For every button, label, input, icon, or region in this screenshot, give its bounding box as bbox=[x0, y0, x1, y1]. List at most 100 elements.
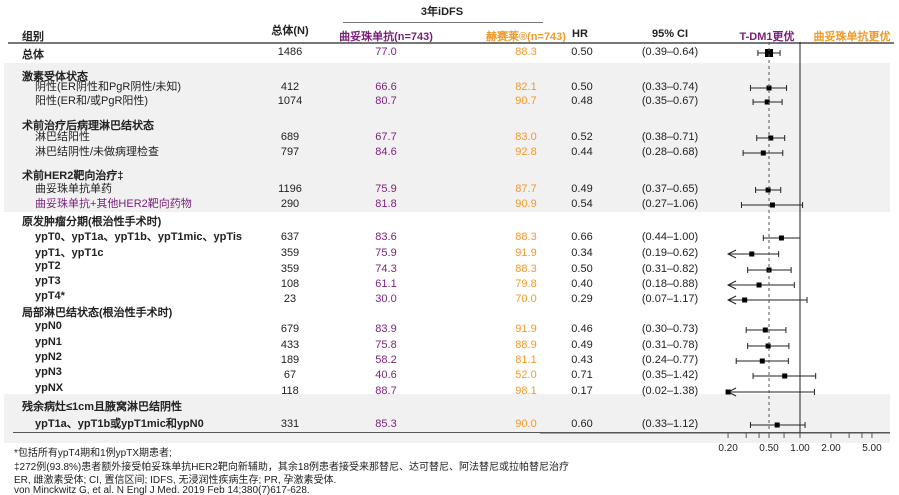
row-hr: 0.17 bbox=[571, 385, 593, 397]
row-label: ypT3 bbox=[35, 275, 61, 287]
row-n: 108 bbox=[280, 278, 300, 290]
row-n: 679 bbox=[280, 323, 300, 335]
hr-point bbox=[762, 327, 768, 333]
row-arm1-idfs: 67.7 bbox=[375, 131, 397, 143]
row-hr: 0.46 bbox=[571, 323, 593, 335]
row-label: 曲妥珠单抗单药 bbox=[35, 183, 112, 195]
x-tick-label: 0.50 bbox=[759, 443, 779, 454]
row-n: 637 bbox=[280, 231, 300, 243]
row-label: 残余病灶≤1cm且腋窝淋巴结阴性 bbox=[22, 401, 183, 413]
header-arm1: 曲妥珠单抗(n=743) bbox=[339, 31, 433, 43]
row-n: 290 bbox=[280, 198, 300, 210]
row-label: 总体 bbox=[22, 49, 44, 61]
row-ci: (0.38–0.71) bbox=[641, 131, 699, 143]
row-arm1-idfs: 80.7 bbox=[375, 95, 397, 107]
row-hr: 0.44 bbox=[571, 146, 593, 158]
row-ci: (0.35–0.67) bbox=[641, 95, 699, 107]
row-label: 淋巴结阳性 bbox=[35, 131, 90, 143]
row-ci: (0.18–0.88) bbox=[641, 278, 699, 290]
row-hr: 0.50 bbox=[571, 263, 593, 275]
row-arm2-idfs: 83.0 bbox=[515, 131, 537, 143]
row-arm1-idfs: 83.6 bbox=[375, 231, 397, 243]
row-label: 曲妥珠单抗+其他HER2靶向药物 bbox=[35, 198, 192, 210]
row-n: 1196 bbox=[278, 183, 302, 195]
row-label: 阴性(ER阴性和PgR阴性/未知) bbox=[35, 81, 182, 93]
row-arm1-idfs: 83.9 bbox=[375, 323, 397, 335]
row-arm1-idfs: 74.3 bbox=[375, 263, 397, 275]
row-ci: (0.19–0.62) bbox=[641, 247, 699, 259]
row-hr: 0.66 bbox=[571, 231, 593, 243]
x-tick-label: 1.00 bbox=[790, 443, 810, 454]
row-hr: 0.49 bbox=[571, 339, 593, 351]
hr-point bbox=[756, 282, 762, 288]
row-arm2-idfs: 81.1 bbox=[515, 354, 537, 366]
row-hr: 0.49 bbox=[571, 183, 593, 195]
footnote: *包括所有ypT4期和1例ypTX期患者; bbox=[14, 448, 172, 459]
row-hr: 0.71 bbox=[571, 369, 593, 381]
row-label: 原发肿瘤分期(根治性手术时) bbox=[22, 216, 162, 228]
x-tick-label: 0.20 bbox=[718, 443, 738, 454]
row-arm1-idfs: 84.6 bbox=[375, 146, 397, 158]
hr-point bbox=[742, 297, 748, 303]
row-hr: 0.29 bbox=[571, 293, 593, 305]
hr-point bbox=[778, 235, 784, 241]
row-n: 689 bbox=[280, 131, 300, 143]
row-arm1-idfs: 85.3 bbox=[375, 418, 397, 430]
row-arm2-idfs: 91.9 bbox=[515, 247, 537, 259]
row-ci: (0.37–0.65) bbox=[641, 183, 699, 195]
row-n: 433 bbox=[280, 339, 300, 351]
row-ci: (0.30–0.73) bbox=[641, 323, 699, 335]
row-arm2-idfs: 90.7 bbox=[515, 95, 537, 107]
row-arm2-idfs: 82.1 bbox=[515, 81, 537, 93]
row-arm1-idfs: 40.6 bbox=[375, 369, 397, 381]
hr-point bbox=[759, 358, 765, 364]
row-arm1-idfs: 30.0 bbox=[375, 293, 397, 305]
hr-point bbox=[760, 150, 766, 156]
row-arm1-idfs: 61.1 bbox=[375, 278, 397, 290]
row-ci: (0.28–0.68) bbox=[641, 146, 699, 158]
row-hr: 0.52 bbox=[571, 131, 593, 143]
x-tick-label: 5.00 bbox=[862, 443, 882, 454]
row-arm2-idfs: 88.3 bbox=[515, 46, 537, 58]
row-hr: 0.48 bbox=[571, 95, 593, 107]
row-hr: 0.40 bbox=[571, 278, 593, 290]
row-label: 激素受体状态 bbox=[22, 71, 88, 83]
row-label: ypNX bbox=[35, 382, 64, 394]
row-arm2-idfs: 88.3 bbox=[515, 231, 537, 243]
row-n: 359 bbox=[280, 247, 300, 259]
row-n: 189 bbox=[280, 354, 300, 366]
row-arm1-idfs: 81.8 bbox=[375, 198, 397, 210]
row-arm2-idfs: 52.0 bbox=[515, 369, 537, 381]
row-n: 118 bbox=[281, 385, 299, 397]
row-arm1-idfs: 66.6 bbox=[375, 81, 397, 93]
row-label: ypN0 bbox=[35, 320, 62, 332]
row-ci: (0.27–1.06) bbox=[641, 198, 699, 210]
row-arm1-idfs: 75.9 bbox=[375, 247, 397, 259]
header-group: 组别 bbox=[22, 31, 44, 43]
footnote: von Minckwitz G, et al. N Engl J Med. 20… bbox=[14, 484, 310, 495]
row-n: 67 bbox=[283, 369, 297, 381]
row-label: ypT4* bbox=[35, 290, 65, 302]
header-hr: HR bbox=[572, 28, 588, 40]
row-arm2-idfs: 91.9 bbox=[515, 323, 537, 335]
row-arm2-idfs: 92.8 bbox=[515, 146, 537, 158]
row-label: 淋巴结阴性/未做病理检查 bbox=[35, 146, 160, 158]
hr-point bbox=[765, 343, 771, 349]
header-rule bbox=[8, 42, 894, 44]
row-arm1-idfs: 75.8 bbox=[375, 339, 397, 351]
footnote: ER, 雌激素受体; CI, 置信区间; IDFS, 无浸润性疾病生存; PR,… bbox=[14, 475, 337, 486]
row-ci: (0.07–1.17) bbox=[641, 293, 699, 305]
row-label: 术前治疗后病理淋巴结状态 bbox=[22, 120, 154, 132]
idfs-underline bbox=[343, 22, 543, 23]
row-label: ypT2 bbox=[35, 260, 61, 272]
row-n: 412 bbox=[280, 81, 300, 93]
row-ci: (0.44–1.00) bbox=[641, 231, 699, 243]
row-label: 术前HER2靶向治疗‡ bbox=[22, 170, 124, 182]
footnote: ‡272例(93.8%)患者额外接受帕妥珠单抗HER2靶向新辅助，其余18例患者… bbox=[14, 461, 570, 473]
row-n: 331 bbox=[280, 418, 300, 430]
row-arm1-idfs: 58.2 bbox=[375, 354, 397, 366]
band-hormone-her2 bbox=[4, 63, 890, 212]
favors-tdm1-label: T-DM1更优 bbox=[739, 31, 795, 43]
